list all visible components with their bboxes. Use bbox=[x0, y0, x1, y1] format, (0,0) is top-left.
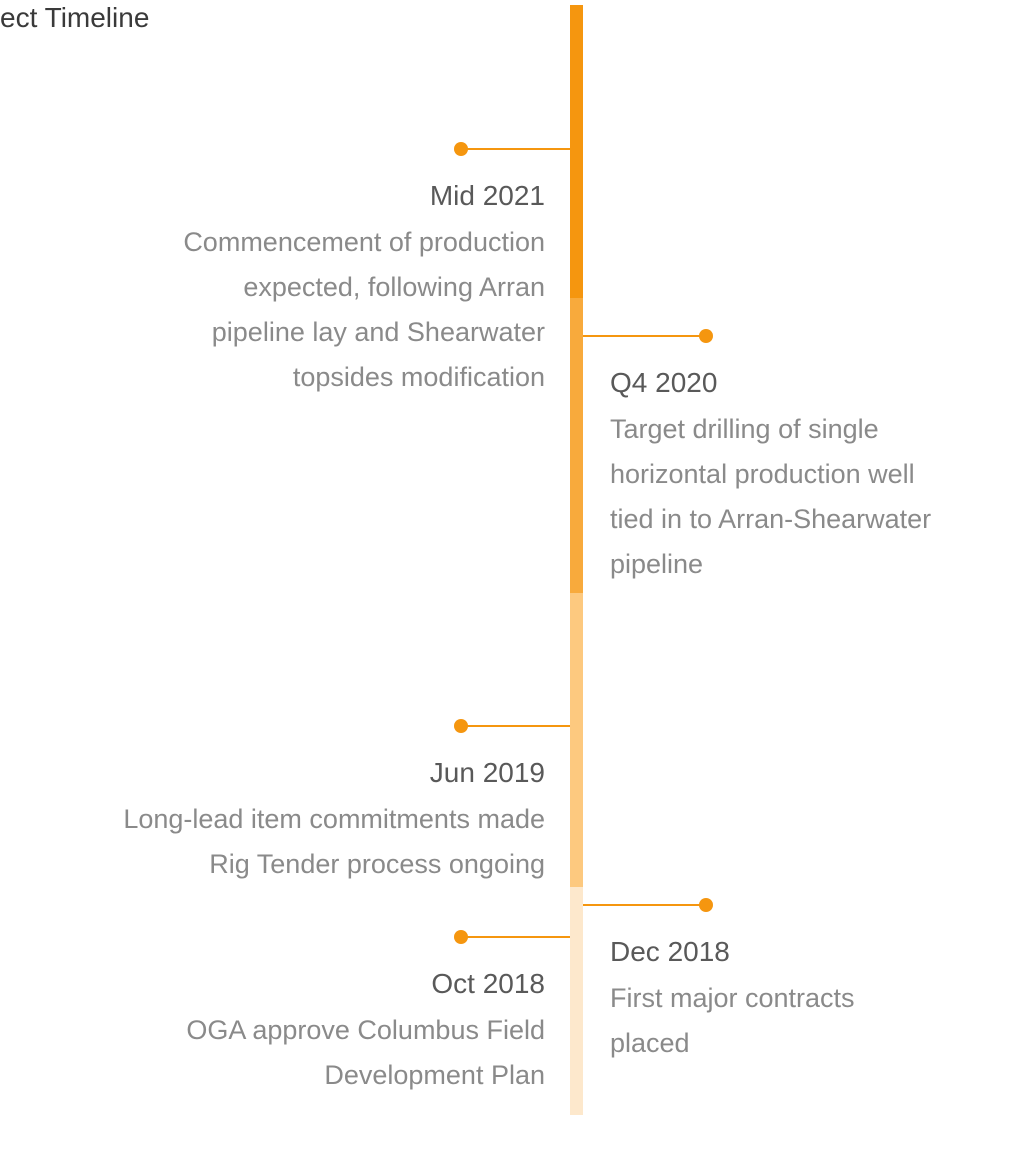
event-description: OGA approve Columbus Field bbox=[186, 1015, 545, 1045]
marker-dot bbox=[699, 329, 713, 343]
event-description: pipeline bbox=[610, 549, 704, 579]
event-date: Mid 2021 bbox=[429, 180, 545, 211]
event-date: Jun 2019 bbox=[429, 757, 545, 788]
connector bbox=[583, 335, 706, 337]
event-description: Target drilling of single bbox=[610, 414, 879, 444]
marker-dot bbox=[454, 719, 468, 733]
event-date: Q4 2020 bbox=[610, 367, 718, 398]
event-date: Dec 2018 bbox=[610, 936, 730, 967]
event-description: Rig Tender process ongoing bbox=[209, 849, 545, 879]
connector bbox=[583, 904, 706, 906]
event-description: First major contracts bbox=[610, 983, 855, 1013]
timeline-segment bbox=[570, 887, 583, 1115]
timeline-segment bbox=[570, 5, 583, 298]
connector bbox=[461, 936, 570, 938]
event-description: Development Plan bbox=[324, 1060, 545, 1090]
event-description: pipeline lay and Shearwater bbox=[211, 317, 545, 347]
marker-dot bbox=[454, 142, 468, 156]
event-description: tied in to Arran-Shearwater bbox=[610, 504, 932, 534]
event-description: Commencement of production bbox=[183, 227, 545, 257]
event-description: Long-lead item commitments made bbox=[123, 804, 545, 834]
connector bbox=[461, 148, 570, 150]
marker-dot bbox=[699, 898, 713, 912]
event-description: horizontal production well bbox=[610, 459, 915, 489]
connector bbox=[461, 725, 570, 727]
title: ect Timeline bbox=[0, 2, 150, 33]
event-description: topsides modification bbox=[292, 362, 545, 392]
timeline-segment bbox=[570, 593, 583, 887]
event-description: expected, following Arran bbox=[243, 272, 545, 302]
timeline-segment bbox=[570, 298, 583, 593]
event-date: Oct 2018 bbox=[431, 968, 545, 999]
marker-dot bbox=[454, 930, 468, 944]
event-description: placed bbox=[610, 1028, 690, 1058]
